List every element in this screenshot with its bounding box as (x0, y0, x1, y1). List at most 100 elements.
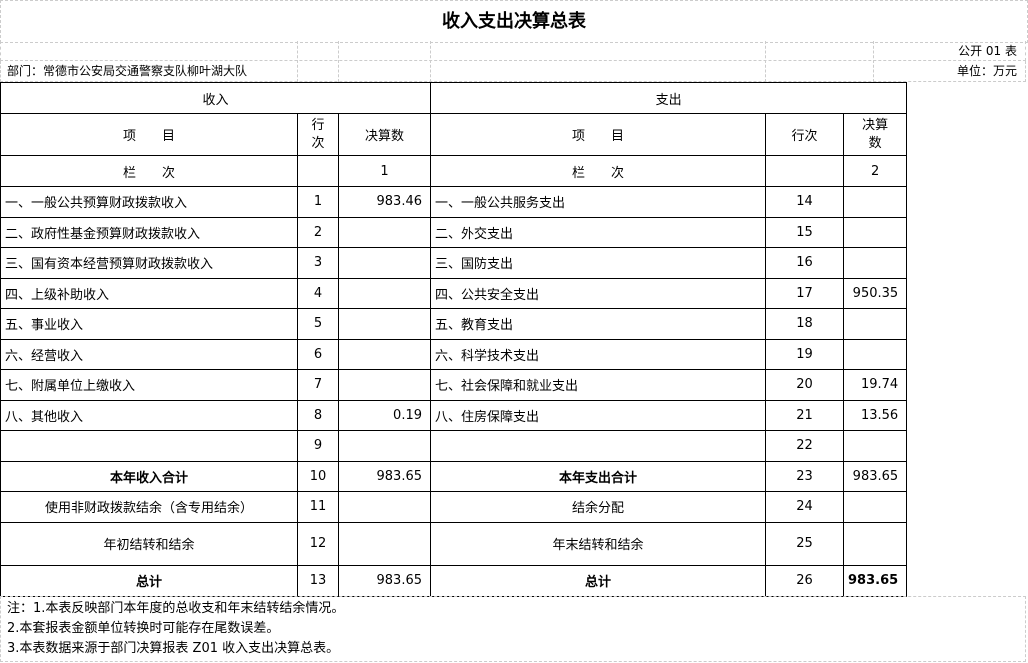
in-item-cell: 一、一般公共预算财政拨款收入 (0, 186, 298, 218)
ex-no-cell: 14 (765, 186, 844, 218)
row-no-header: 行次 (297, 113, 339, 156)
in-amt-cell: 983.46 (338, 186, 431, 218)
in-item-cell: 使用非财政拨款结余（含专用结余） (0, 490, 298, 523)
in-amt-cell (338, 216, 431, 248)
ex-amt-cell (842, 490, 908, 523)
amount-header: 决算数 (338, 113, 431, 156)
ex-no-cell: 21 (765, 399, 844, 431)
table-row: 总计 13 983.65 总计 26 983.65 (0, 564, 908, 597)
ex-no-cell: 22 (765, 430, 844, 462)
ex-item-cell: 三、国防支出 (430, 247, 766, 279)
ex-amt-cell (842, 308, 908, 340)
in-item-cell (0, 430, 298, 462)
ex-item-cell: 七、社会保障和就业支出 (430, 369, 766, 401)
ex-amt-cell (842, 216, 908, 248)
ex-item-cell: 五、教育支出 (430, 308, 766, 340)
ex-no-cell: 24 (765, 490, 844, 523)
expense-header: 支出 (429, 82, 908, 114)
in-amt-cell (338, 277, 431, 309)
item-header: 项 目 (0, 113, 298, 156)
table-row: 八、其他收入 8 0.19 八、住房保障支出 21 13.56 (0, 399, 908, 431)
in-item-cell: 四、上级补助收入 (0, 277, 298, 309)
in-amt-cell (338, 308, 431, 340)
ex-amt-cell: 950.35 (842, 277, 908, 309)
column-label: 栏 次 (0, 155, 298, 187)
table-row: 一、一般公共预算财政拨款收入 1 983.46 一、一般公共服务支出 14 (0, 186, 908, 218)
in-amt-cell: 0.19 (338, 399, 431, 431)
ex-no-cell: 26 (765, 564, 844, 597)
ex-item-cell: 二、外交支出 (430, 216, 766, 248)
form-number: 公开 01 表 (0, 41, 1026, 61)
in-amt-cell (338, 430, 431, 462)
income-header: 收入 (0, 82, 431, 114)
item-header: 项 目 (430, 113, 766, 156)
notes: 注：1.本表反映部门本年度的总收支和年末结转结余情况。 2.本套报表金额单位转换… (0, 596, 1026, 662)
ex-no-cell: 20 (765, 369, 844, 401)
ex-item-cell: 结余分配 (430, 490, 766, 523)
ex-item-cell: 六、科学技术支出 (430, 338, 766, 370)
in-no-cell: 10 (297, 460, 339, 492)
in-no-cell: 13 (297, 564, 339, 597)
in-no-cell: 6 (297, 338, 339, 370)
in-no-cell: 8 (297, 399, 339, 431)
note-1: 注：1.本表反映部门本年度的总收支和年末结转结余情况。 (7, 601, 345, 616)
in-no-cell: 9 (297, 430, 339, 462)
in-no-cell: 2 (297, 216, 339, 248)
table-row: 三、国有资本经营预算财政拨款收入 3 三、国防支出 16 (0, 247, 908, 279)
amount-header: 决算数 (842, 113, 908, 156)
in-item-cell: 二、政府性基金预算财政拨款收入 (0, 216, 298, 248)
ex-amt-cell: 13.56 (842, 399, 908, 431)
table-row: 9 22 (0, 430, 908, 462)
ex-amt-cell (842, 338, 908, 370)
ex-no-cell: 18 (765, 308, 844, 340)
table-row: 本年收入合计 10 983.65 本年支出合计 23 983.65 (0, 460, 908, 492)
in-item-cell: 年初结转和结余 (0, 521, 298, 566)
in-amt-cell: 983.65 (338, 460, 431, 492)
in-item-cell: 七、附属单位上缴收入 (0, 369, 298, 401)
in-item-cell: 八、其他收入 (0, 399, 298, 431)
report-title: 收入支出决算总表 (0, 0, 1028, 43)
ex-no-cell: 23 (765, 460, 844, 492)
table-row: 七、附属单位上缴收入 7 七、社会保障和就业支出 20 19.74 (0, 369, 908, 401)
ex-no-cell: 19 (765, 338, 844, 370)
table-row: 年初结转和结余 12 年末结转和结余 25 (0, 521, 908, 566)
in-amt-cell (338, 521, 431, 566)
ex-amt-cell: 983.65 (842, 564, 908, 597)
row-no-header: 行次 (765, 113, 844, 156)
in-no-cell: 1 (297, 186, 339, 218)
note-3: 3.本表数据来源于部门决算报表 Z01 收入支出决算总表。 (7, 641, 340, 656)
ex-item-cell: 总计 (430, 564, 766, 597)
column-label: 栏 次 (430, 155, 766, 187)
in-no-cell: 3 (297, 247, 339, 279)
ex-no-cell: 15 (765, 216, 844, 248)
income-expense-table: 收入 支出 项 目 行次 决算数 项 目 行次 决算数 栏 次 1 栏 次 2 … (0, 82, 908, 597)
ex-no-cell: 25 (765, 521, 844, 566)
in-item-cell: 三、国有资本经营预算财政拨款收入 (0, 247, 298, 279)
in-item-cell: 五、事业收入 (0, 308, 298, 340)
in-no-cell: 4 (297, 277, 339, 309)
ex-amt-cell (842, 521, 908, 566)
ex-item-cell: 年末结转和结余 (430, 521, 766, 566)
table-row: 二、政府性基金预算财政拨款收入 2 二、外交支出 15 (0, 216, 908, 248)
ex-item-cell: 本年支出合计 (430, 460, 766, 492)
ex-no-cell: 17 (765, 277, 844, 309)
column-number: 2 (842, 155, 908, 187)
in-no-cell: 11 (297, 490, 339, 523)
ex-item-cell: 八、住房保障支出 (430, 399, 766, 431)
column-number: 1 (338, 155, 431, 187)
ex-amt-cell (842, 430, 908, 462)
in-item-cell: 本年收入合计 (0, 460, 298, 492)
ex-item-cell: 四、公共安全支出 (430, 277, 766, 309)
meta-row: 单位：万元 部门：常德市公安局交通警察支队柳叶湖大队 (0, 61, 1026, 82)
in-amt-cell (338, 247, 431, 279)
in-no-cell: 5 (297, 308, 339, 340)
in-amt-cell (338, 338, 431, 370)
in-amt-cell (338, 490, 431, 523)
in-amt-cell: 983.65 (338, 564, 431, 597)
ex-item-cell: 一、一般公共服务支出 (430, 186, 766, 218)
department-label: 部门：常德市公安局交通警察支队柳叶湖大队 (7, 64, 248, 78)
ex-amt-cell: 983.65 (842, 460, 908, 492)
table-row: 六、经营收入 6 六、科学技术支出 19 (0, 338, 908, 370)
table-row: 五、事业收入 5 五、教育支出 18 (0, 308, 908, 340)
ex-amt-cell (842, 186, 908, 218)
